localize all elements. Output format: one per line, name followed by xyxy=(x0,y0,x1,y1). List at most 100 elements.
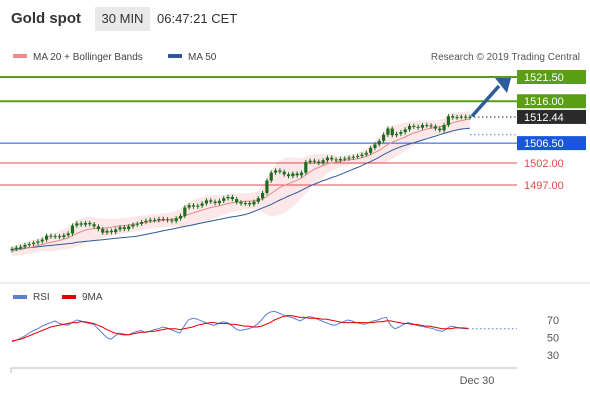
candle xyxy=(122,227,126,230)
candle xyxy=(295,173,299,176)
candle xyxy=(27,244,31,246)
candle xyxy=(14,247,18,249)
rsi-ma-legend-swatch xyxy=(62,295,76,299)
candle xyxy=(438,128,442,131)
candle xyxy=(131,224,135,227)
candle xyxy=(157,218,161,221)
arrow-shaft xyxy=(470,84,501,118)
candle xyxy=(416,126,420,128)
arrow-head xyxy=(495,77,511,93)
candle xyxy=(217,200,221,204)
rsi-panel: 70 50 30 xyxy=(11,310,559,362)
candle xyxy=(161,218,165,220)
candle xyxy=(114,229,118,233)
candle xyxy=(204,200,209,204)
candle xyxy=(403,129,407,133)
candle xyxy=(178,215,183,219)
candle xyxy=(442,125,446,131)
candle xyxy=(165,219,170,221)
candle xyxy=(425,125,429,127)
candle xyxy=(152,219,157,221)
candle xyxy=(446,116,450,126)
candle xyxy=(269,172,273,181)
candle xyxy=(200,203,204,206)
level-label-resistance: 1521.50 xyxy=(524,72,564,84)
candle xyxy=(278,170,282,172)
candle xyxy=(36,241,40,243)
rsi-legend-swatch xyxy=(13,295,27,299)
candle xyxy=(261,192,265,199)
rsi-ma-line xyxy=(11,315,469,342)
level-label-box xyxy=(517,70,586,84)
candle xyxy=(304,162,308,173)
candle xyxy=(79,223,83,225)
candle xyxy=(343,158,347,160)
candle xyxy=(53,236,57,238)
ma50-line xyxy=(11,127,471,250)
candle xyxy=(273,170,278,173)
rsi-legend: RSI 9MA xyxy=(13,292,103,303)
candle xyxy=(360,154,364,156)
candle xyxy=(10,248,14,251)
bollinger-bands xyxy=(12,110,470,257)
candle xyxy=(101,229,105,233)
candle xyxy=(213,201,217,204)
ma50-path xyxy=(11,127,471,250)
chart-title: Gold spot xyxy=(11,10,81,27)
candle xyxy=(239,202,243,204)
candle xyxy=(127,226,131,230)
candle xyxy=(347,157,351,159)
candle xyxy=(252,201,256,205)
candle xyxy=(299,172,304,176)
candle xyxy=(230,196,234,200)
candle xyxy=(338,158,342,161)
candle xyxy=(57,236,62,238)
candle xyxy=(66,233,70,236)
candle xyxy=(88,222,92,225)
candle xyxy=(308,160,312,163)
level-label-current: 1512.44 xyxy=(524,112,564,124)
ma50-legend-swatch xyxy=(168,54,182,58)
level-labels: 1521.50 1516.00 1512.44 1506.50 1502.00 1497.… xyxy=(517,70,586,192)
candle xyxy=(135,223,139,225)
candle xyxy=(265,180,269,193)
timeframe-selector[interactable]: 30 MIN xyxy=(95,7,150,31)
candle xyxy=(140,222,144,224)
x-tick-label: Dec 30 xyxy=(460,375,495,387)
rsi-tick-label: 70 xyxy=(547,315,559,327)
candle xyxy=(83,222,88,225)
candle xyxy=(191,205,196,207)
level-label-box xyxy=(517,136,586,151)
candle xyxy=(196,205,200,207)
candle xyxy=(256,198,260,202)
candle xyxy=(174,218,178,222)
candle xyxy=(373,144,377,148)
candle xyxy=(394,133,399,136)
candle xyxy=(118,227,122,230)
candle xyxy=(44,235,49,240)
candle xyxy=(105,230,109,233)
copyright-text: Research © 2019 Trading Central xyxy=(431,52,580,63)
candle xyxy=(183,207,187,216)
candle xyxy=(96,226,101,230)
candle xyxy=(226,196,230,199)
candle xyxy=(390,128,394,136)
rsi-legend-label: RSI xyxy=(33,292,50,303)
candle xyxy=(412,125,416,127)
candle xyxy=(187,205,191,208)
candle xyxy=(377,140,381,145)
rsi-line xyxy=(11,310,469,343)
candle xyxy=(75,223,79,226)
candle xyxy=(286,174,291,177)
candle xyxy=(40,239,44,242)
candle xyxy=(351,156,355,158)
candle xyxy=(381,134,386,141)
candle xyxy=(209,200,213,202)
candle xyxy=(364,152,368,155)
timestamp: 06:47:21 CET xyxy=(157,11,238,26)
candle xyxy=(291,173,295,177)
candle xyxy=(356,155,360,157)
candle xyxy=(109,230,113,233)
candle xyxy=(248,203,252,205)
candle xyxy=(49,235,53,237)
